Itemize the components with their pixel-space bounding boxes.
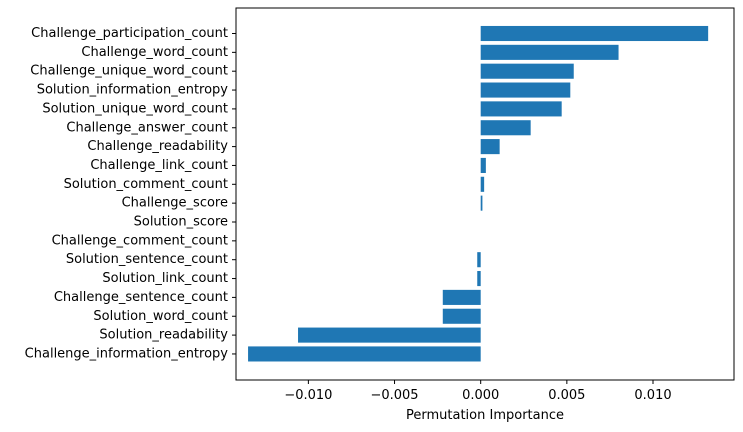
plot-frame bbox=[235, 7, 735, 381]
y-tick-label: Challenge_score bbox=[122, 196, 228, 211]
bar-challenge-participation-count bbox=[480, 25, 709, 42]
x-tick-label: −0.010 bbox=[284, 388, 332, 403]
y-tick-label: Solution_comment_count bbox=[64, 177, 228, 192]
bar-solution-word-count bbox=[442, 308, 481, 324]
x-tick-label: 0.010 bbox=[634, 388, 671, 403]
x-tick-label: 0.005 bbox=[548, 388, 585, 403]
bar-solution-comment-count bbox=[480, 176, 485, 192]
y-tick-label: Challenge_readability bbox=[87, 139, 228, 154]
x-tick-label: −0.005 bbox=[370, 388, 418, 403]
bar-solution-sentence-count bbox=[477, 252, 481, 268]
bar-challenge-sentence-count bbox=[442, 289, 481, 305]
y-tick-label: Challenge_link_count bbox=[90, 158, 228, 173]
y-tick-label: Challenge_word_count bbox=[81, 45, 228, 60]
bar-challenge-readability bbox=[480, 139, 500, 155]
bars-group bbox=[248, 25, 709, 362]
bar-solution-link-count bbox=[477, 271, 481, 287]
y-tick-label: Challenge_participation_count bbox=[31, 26, 228, 41]
y-tick-label: Challenge_sentence_count bbox=[54, 290, 228, 305]
bar-challenge-unique-word-count bbox=[480, 63, 574, 79]
bar-challenge-answer-count bbox=[480, 120, 531, 136]
y-tick-label: Challenge_answer_count bbox=[66, 120, 228, 135]
y-tick-label: Solution_score bbox=[134, 215, 228, 230]
y-tick-label: Solution_information_entropy bbox=[37, 83, 229, 98]
bar-challenge-word-count bbox=[480, 44, 619, 60]
bar-solution-information-entropy bbox=[480, 82, 571, 98]
bar-solution-readability bbox=[298, 327, 481, 343]
y-tick-label: Solution_link_count bbox=[102, 271, 228, 286]
y-tick-label: Solution_sentence_count bbox=[66, 252, 228, 267]
y-tick-label: Challenge_comment_count bbox=[52, 233, 228, 248]
bar-challenge-score bbox=[480, 195, 483, 211]
bar-challenge-information-entropy bbox=[248, 346, 481, 362]
x-axis-ticks: −0.010 −0.005 0.000 0.005 0.010 bbox=[284, 380, 672, 403]
y-axis-ticks: Challenge_participation_count Challenge_w… bbox=[25, 26, 236, 361]
y-tick-label: Challenge_information_entropy bbox=[25, 346, 229, 361]
y-tick-label: Solution_unique_word_count bbox=[42, 101, 228, 116]
y-tick-label: Solution_word_count bbox=[93, 309, 228, 324]
y-tick-label: Solution_readability bbox=[99, 328, 228, 343]
y-tick-label: Challenge_unique_word_count bbox=[30, 64, 228, 79]
x-tick-label: 0.000 bbox=[462, 388, 499, 403]
x-axis-label: Permutation Importance bbox=[406, 408, 564, 423]
bar-challenge-link-count bbox=[480, 157, 486, 173]
bar-solution-unique-word-count bbox=[480, 101, 562, 117]
